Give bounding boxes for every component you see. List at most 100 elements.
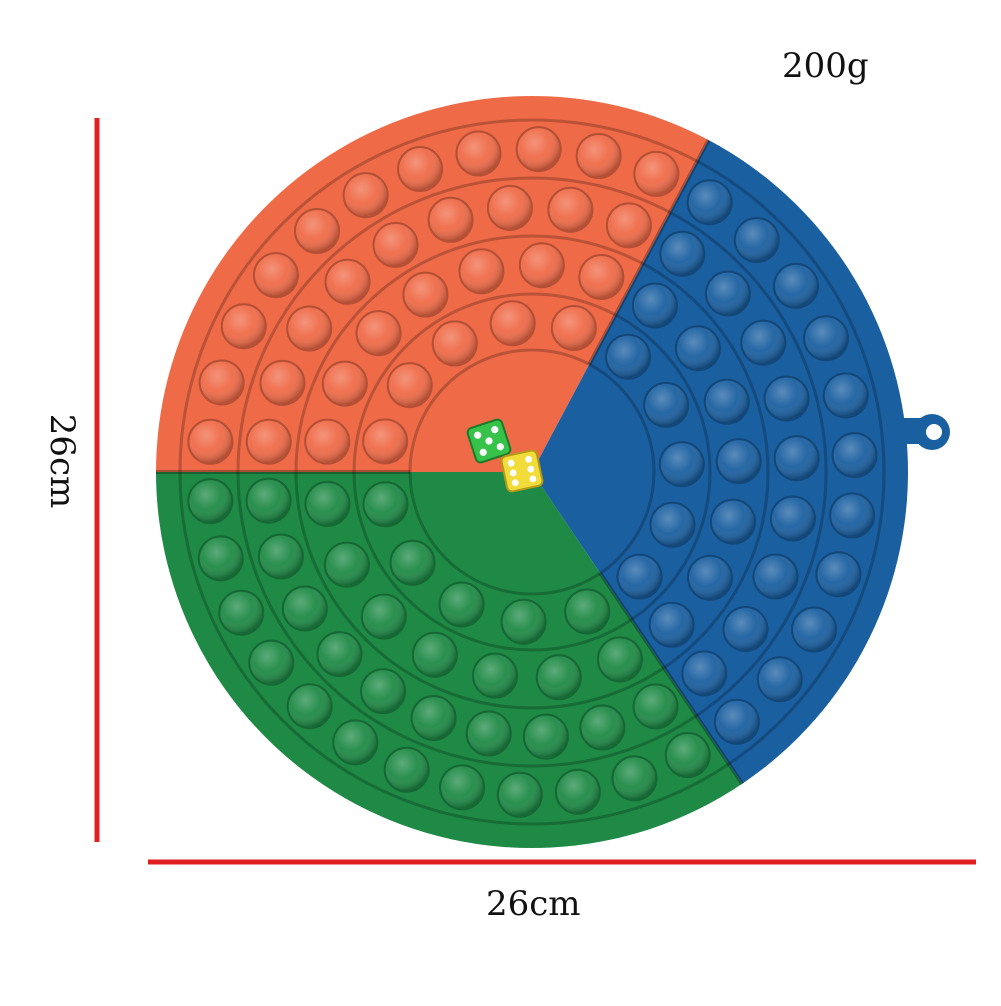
bubble [686,554,733,601]
bubble [323,541,370,588]
bubble [535,654,582,701]
bubble [579,704,626,751]
bubble [769,495,816,542]
bubble [389,539,436,586]
bubble [198,359,245,406]
bubble [259,359,306,406]
bubble [286,305,333,352]
bubble [605,333,652,380]
bubble [703,378,750,425]
bubble [187,478,234,525]
bubble [342,172,389,219]
bubble [632,683,679,730]
bubble [704,270,751,317]
bubble [245,418,292,465]
bubble [257,533,304,580]
bubble [822,372,869,419]
bubble [547,186,594,233]
bubble [522,713,569,760]
bubble [316,631,363,678]
bubble [709,498,756,545]
ring-groove [294,234,770,710]
height-label: 26cm [42,413,82,509]
bubble [455,130,502,177]
bubble [304,418,351,465]
bubble [465,710,512,757]
bubble [633,150,680,197]
bubble [643,381,690,428]
bubble [791,606,838,653]
bubble [829,492,876,539]
bubble [281,585,328,632]
ring-groove [236,176,828,768]
bubble [554,768,601,815]
bubble [659,230,706,277]
bubble [674,325,721,372]
bubble [372,221,419,268]
bubble [187,418,234,465]
bubble [515,126,562,173]
hanging-loop [903,414,950,450]
bubble [550,304,597,351]
bubble [252,252,299,299]
bubble [410,695,457,742]
bubble [815,551,862,598]
bubble [362,418,409,465]
bubble [386,362,433,409]
bubble [324,258,371,305]
bubble [713,698,760,745]
ring-groove [408,348,656,596]
bubble [564,588,611,635]
bubble [489,300,536,347]
bubble [648,601,695,648]
sector-divider [587,139,711,366]
bubble [715,438,762,485]
bubble [439,764,486,811]
bubble [722,606,769,653]
green-die [466,418,512,464]
ring-grooves [156,118,886,826]
weight-label: 200g [782,46,869,86]
bubble [245,477,292,524]
bubble [383,746,430,793]
bubble [248,639,295,686]
bubble [763,375,810,422]
bubble [664,731,711,778]
bubble [355,310,402,357]
ring-groove [178,118,886,826]
bubble [756,656,803,703]
bubble [397,146,444,193]
bubble [218,589,265,636]
bubble [611,755,658,802]
bubble [332,719,379,766]
bubble [831,432,878,479]
bubble [616,553,663,600]
bubble [596,636,643,683]
bubble [362,481,409,528]
yellow-die [500,449,544,493]
bubble [518,242,565,289]
bubble [681,650,728,697]
bubble [578,253,625,300]
bubble [402,271,449,318]
bubble [733,217,780,264]
bubble [438,581,485,628]
bubble [575,132,622,179]
sector-divider [598,572,744,785]
bubble [360,593,407,640]
bubble [427,196,474,243]
bubble [500,598,547,645]
bubble [773,435,820,482]
bubble [658,441,705,488]
bubble [772,262,819,309]
width-label: 26cm [486,884,581,924]
bubble [631,282,678,329]
bubble [686,179,733,226]
pop-bubbles [187,126,878,818]
bubble [360,668,407,715]
bubble [472,652,519,699]
bubble [740,319,787,366]
bubble [197,535,244,582]
